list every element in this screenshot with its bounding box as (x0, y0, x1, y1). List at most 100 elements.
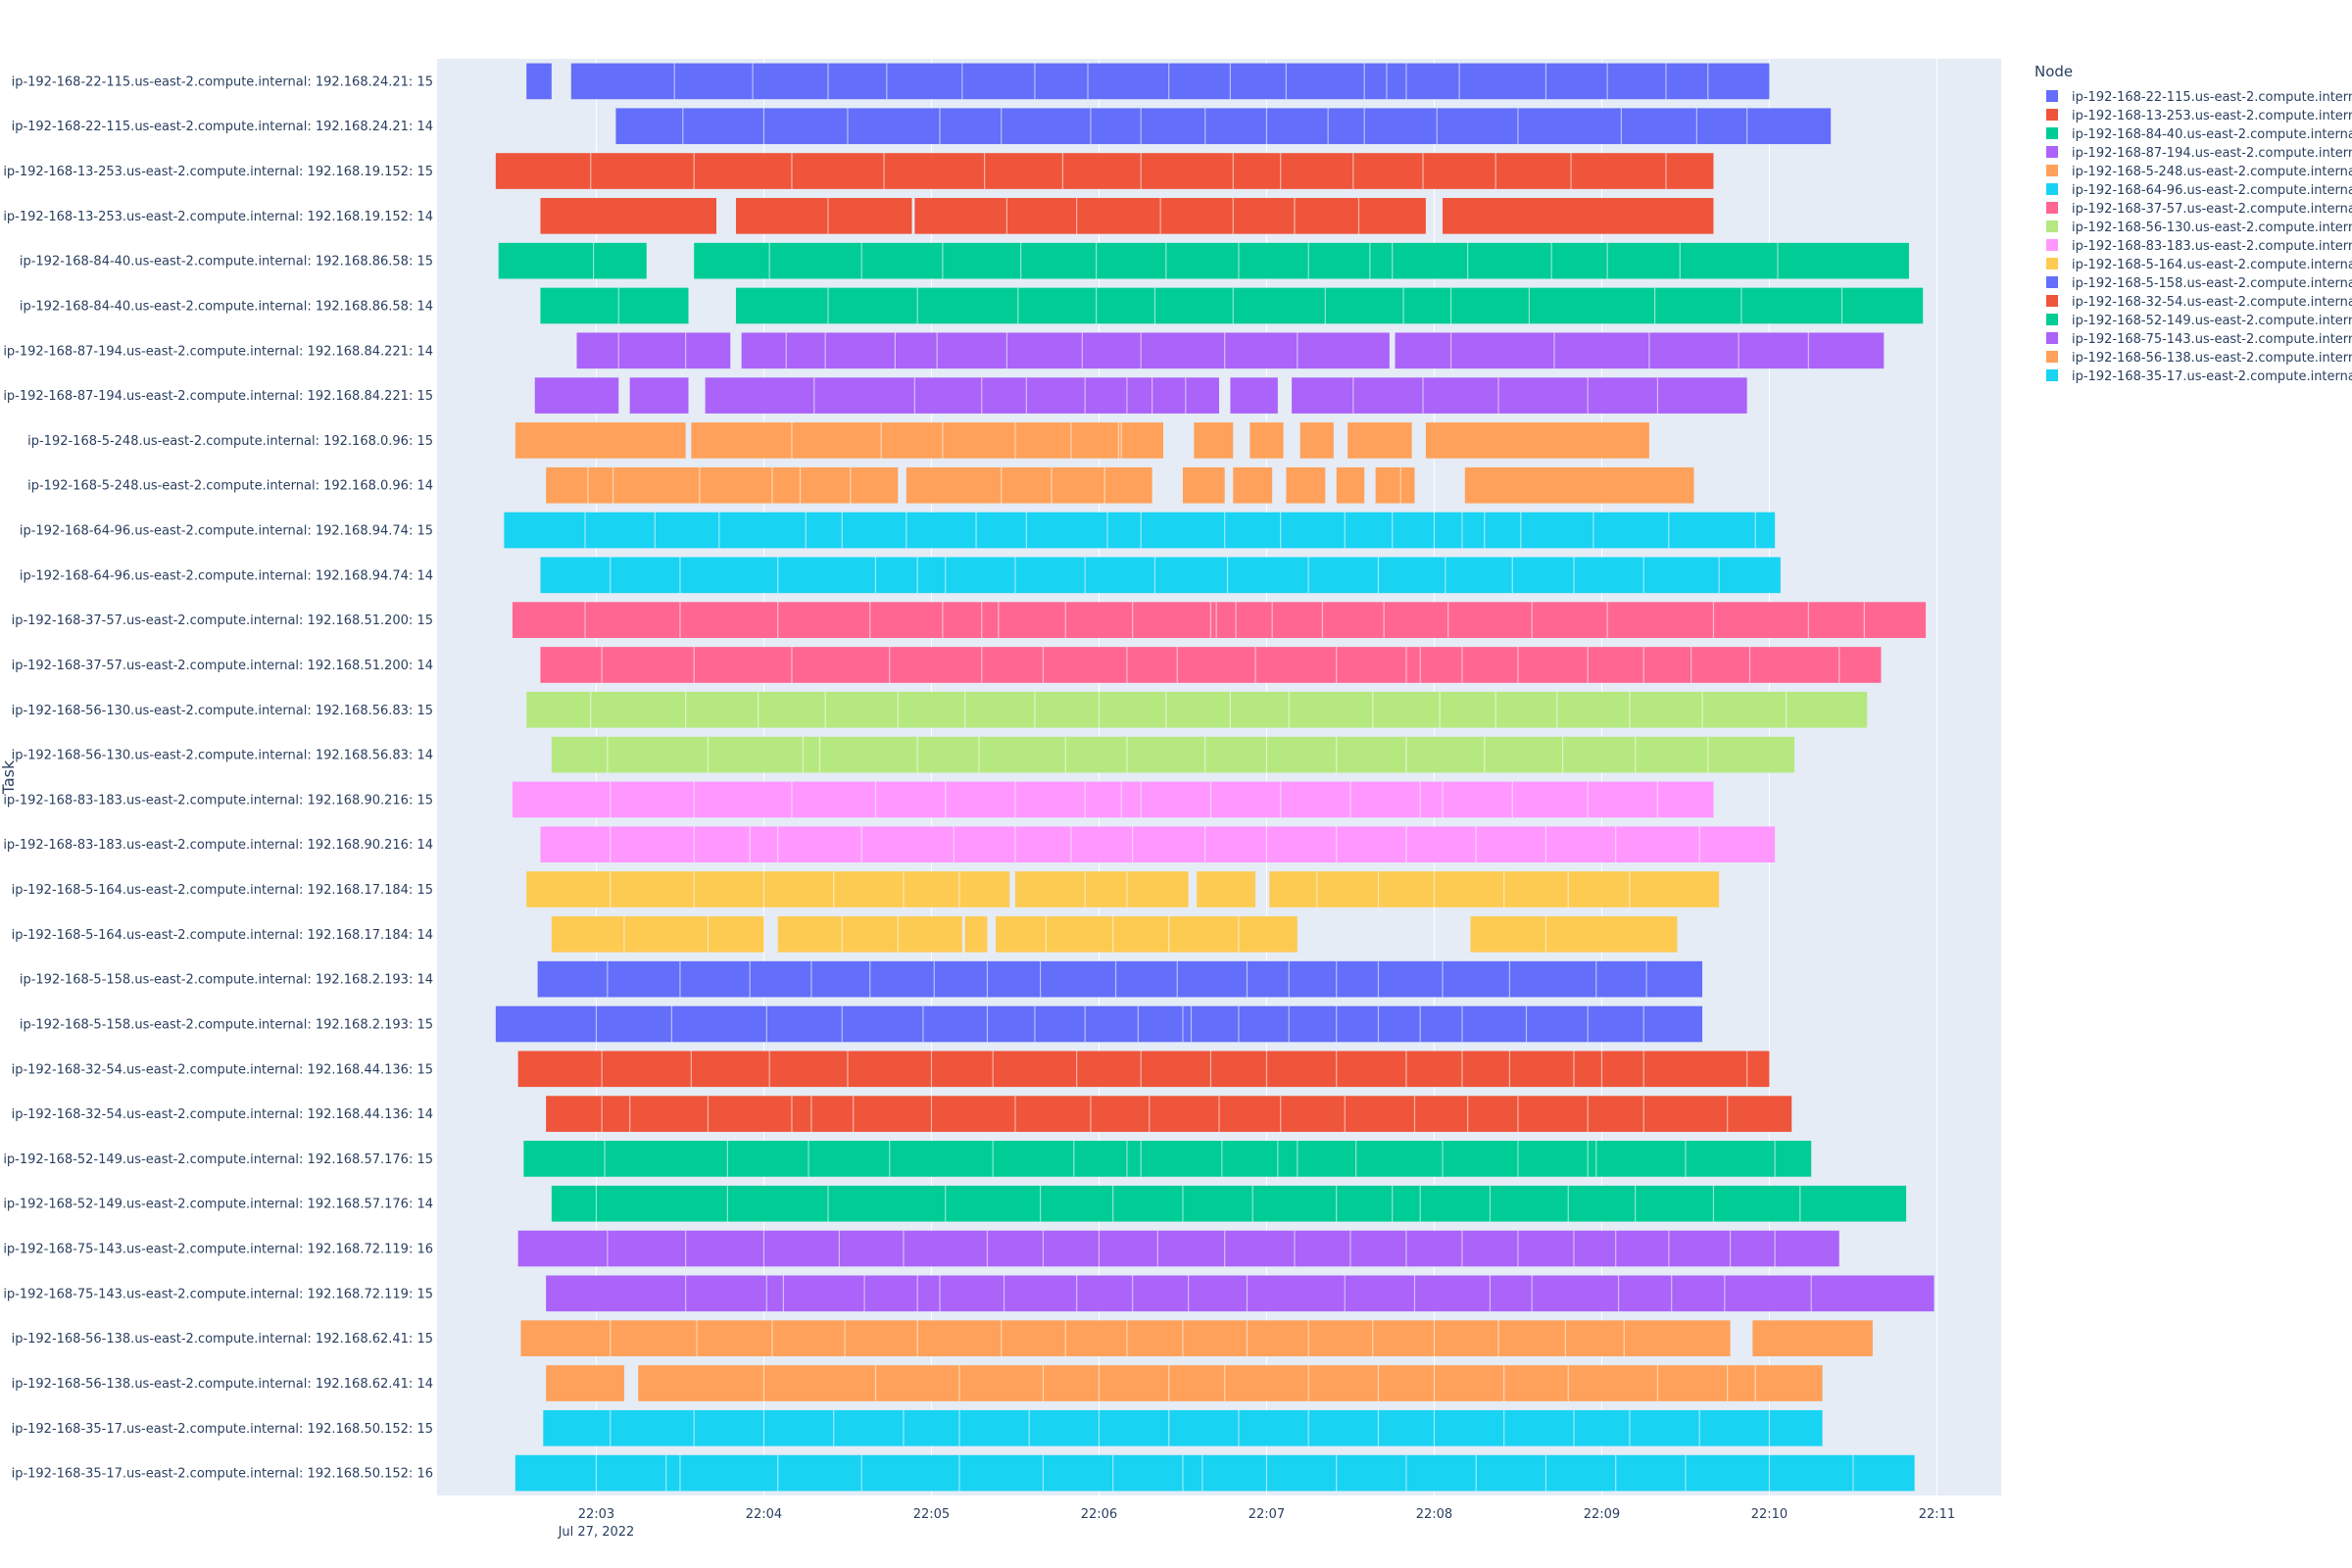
task-bar[interactable] (534, 377, 619, 414)
task-bar[interactable] (512, 602, 1927, 638)
task-bar[interactable] (1299, 422, 1334, 459)
task-bar[interactable] (546, 1365, 624, 1401)
legend-item[interactable]: ip-192-168-37-57.us-east-2.compute.inter… (2046, 202, 2352, 217)
legend-item[interactable]: ip-192-168-56-130.us-east-2.compute.inte… (2046, 220, 2352, 235)
bars (495, 63, 1935, 1492)
task-bar[interactable] (543, 1409, 1823, 1446)
task-bar[interactable] (1269, 871, 1720, 907)
task-bar[interactable] (570, 63, 1770, 100)
legend-item[interactable]: ip-192-168-32-54.us-east-2.compute.inter… (2046, 295, 2352, 310)
task-row (540, 647, 1882, 683)
task-bar[interactable] (964, 916, 988, 953)
legend-item[interactable]: ip-192-168-13-253.us-east-2.compute.inte… (2046, 109, 2352, 123)
task-label: ip-192-168-37-57.us-east-2.compute.inter… (12, 613, 433, 628)
legend-item[interactable]: ip-192-168-56-138.us-east-2.compute.inte… (2046, 351, 2352, 366)
task-bar[interactable] (1286, 466, 1326, 504)
task-bar[interactable] (996, 916, 1298, 953)
task-bar[interactable] (551, 1185, 1907, 1222)
task-label: ip-192-168-5-164.us-east-2.compute.inter… (12, 928, 433, 943)
task-bar[interactable] (517, 1230, 1839, 1267)
task-bar[interactable] (495, 153, 1714, 189)
legend-swatch (2046, 127, 2058, 139)
task-row (523, 1141, 1812, 1177)
task-bar[interactable] (546, 466, 899, 504)
task-bar[interactable] (1464, 466, 1694, 504)
legend-item[interactable]: ip-192-168-64-96.us-east-2.compute.inter… (2046, 183, 2352, 198)
task-bar[interactable] (1752, 1320, 1873, 1356)
legend-item[interactable]: ip-192-168-5-164.us-east-2.compute.inter… (2046, 258, 2352, 272)
legend-item[interactable]: ip-192-168-5-248.us-east-2.compute.inter… (2046, 165, 2352, 179)
task-row (520, 1320, 1873, 1356)
task-row (514, 422, 1649, 459)
legend-item[interactable]: ip-192-168-35-17.us-east-2.compute.inter… (2046, 369, 2352, 384)
task-bar[interactable] (1336, 466, 1365, 504)
task-bar[interactable] (1182, 466, 1225, 504)
task-bar[interactable] (914, 198, 1426, 234)
task-bar[interactable] (537, 960, 1703, 998)
task-label: ip-192-168-5-248.us-east-2.compute.inter… (27, 479, 433, 494)
task-bar[interactable] (694, 242, 1909, 279)
task-bar[interactable] (1425, 422, 1649, 459)
legend-item[interactable]: ip-192-168-5-158.us-east-2.compute.inter… (2046, 276, 2352, 291)
task-bar[interactable] (576, 332, 731, 369)
task-bar[interactable] (551, 916, 764, 953)
legend-swatch (2046, 295, 2058, 307)
legend-swatch (2046, 109, 2058, 121)
task-bar[interactable] (540, 647, 1882, 683)
task-bar[interactable] (1348, 422, 1412, 459)
legend-item[interactable]: ip-192-168-22-115.us-east-2.compute.inte… (2046, 90, 2352, 105)
task-bar[interactable] (514, 1454, 1915, 1492)
task-bar[interactable] (546, 1096, 1792, 1132)
task-bar[interactable] (1470, 916, 1678, 953)
task-bar[interactable] (1443, 198, 1714, 234)
task-bar[interactable] (546, 1275, 1935, 1312)
task-bar[interactable] (1014, 871, 1189, 907)
task-bar[interactable] (1233, 466, 1273, 504)
task-bar[interactable] (504, 512, 1776, 549)
legend-label: ip-192-168-52-149.us-east-2.compute.inte… (2072, 314, 2352, 328)
task-row (526, 871, 1720, 907)
legend-item[interactable]: ip-192-168-75-143.us-east-2.compute.inte… (2046, 332, 2352, 347)
legend-item[interactable]: ip-192-168-84-40.us-east-2.compute.inter… (2046, 127, 2352, 142)
task-bar[interactable] (629, 377, 689, 414)
legend-item[interactable]: ip-192-168-87-194.us-east-2.compute.inte… (2046, 146, 2352, 161)
task-bar[interactable] (691, 422, 1163, 459)
task-bar[interactable] (526, 63, 552, 100)
task-bar[interactable] (498, 242, 647, 279)
legend-swatch (2046, 332, 2058, 344)
task-bar[interactable] (1292, 377, 1747, 414)
task-bar[interactable] (741, 332, 1390, 369)
task-bar[interactable] (526, 871, 1010, 907)
x-date-label: Jul 27, 2022 (558, 1525, 635, 1540)
task-bar[interactable] (735, 287, 1924, 324)
task-bar[interactable] (517, 1051, 1770, 1088)
task-bar[interactable] (1395, 332, 1885, 369)
task-bar[interactable] (540, 287, 689, 324)
task-bar[interactable] (540, 198, 716, 234)
legend-label: ip-192-168-83-183.us-east-2.compute.inte… (2072, 239, 2352, 254)
task-bar[interactable] (906, 466, 1152, 504)
task-bar[interactable] (551, 736, 1795, 773)
task-bar[interactable] (514, 422, 686, 459)
task-bar[interactable] (705, 377, 1219, 414)
task-bar[interactable] (540, 557, 1781, 594)
legend-label: ip-192-168-56-138.us-east-2.compute.inte… (2072, 351, 2352, 366)
task-bar[interactable] (523, 1141, 1812, 1177)
task-bar[interactable] (1197, 871, 1256, 907)
task-bar[interactable] (540, 826, 1776, 863)
task-bar[interactable] (520, 1320, 1731, 1356)
task-label: ip-192-168-5-248.us-east-2.compute.inter… (27, 434, 433, 449)
task-bar[interactable] (638, 1365, 1823, 1401)
legend-item[interactable]: ip-192-168-83-183.us-east-2.compute.inte… (2046, 239, 2352, 254)
task-bar[interactable] (512, 781, 1714, 818)
task-bar[interactable] (495, 1005, 1703, 1043)
task-bar[interactable] (615, 108, 1832, 145)
task-bar[interactable] (1230, 377, 1278, 414)
task-bar[interactable] (777, 916, 962, 953)
task-bar[interactable] (526, 691, 1868, 728)
task-bar[interactable] (1375, 466, 1415, 504)
task-bar[interactable] (1250, 422, 1284, 459)
task-bar[interactable] (735, 198, 912, 234)
task-bar[interactable] (1194, 422, 1234, 459)
legend-item[interactable]: ip-192-168-52-149.us-east-2.compute.inte… (2046, 314, 2352, 328)
